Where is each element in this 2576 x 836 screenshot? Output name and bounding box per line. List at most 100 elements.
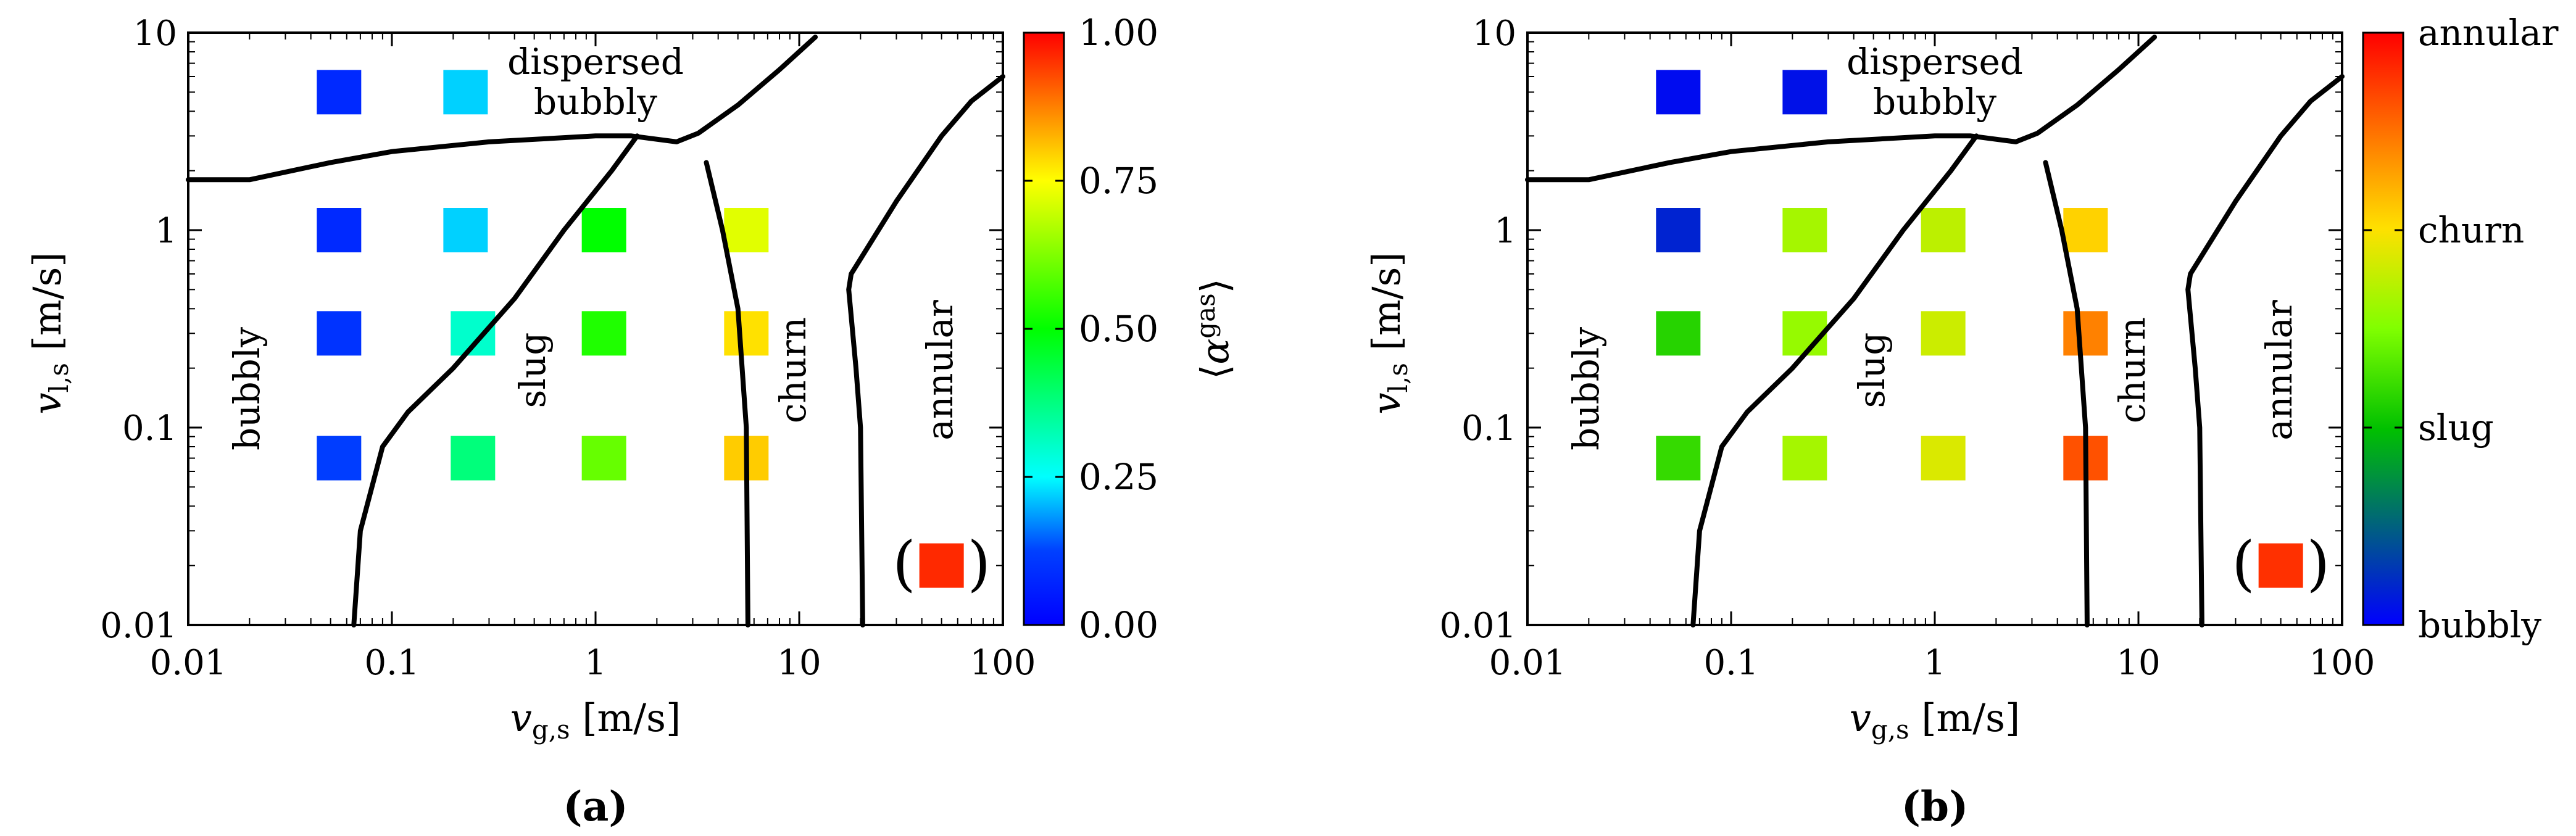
boundary-churn-annular: [2185, 74, 2345, 627]
bracket-left: (: [892, 529, 915, 598]
region-bubbly-top-a: bubbly: [534, 81, 657, 123]
data-point: [1782, 311, 1827, 356]
x-tick-label: 10: [2116, 643, 2160, 683]
x-tick-label: 0.01: [150, 643, 227, 683]
data-point: [451, 436, 496, 481]
boundary-churn-annular: [846, 74, 1005, 627]
y-tick-label: 0.01: [1439, 606, 1516, 646]
y-tick-labels-a: 0.01 0.1 1 10: [100, 14, 177, 646]
data-point: [2258, 543, 2303, 588]
x-tick-labels-a: 0.01 0.1 1 10 100: [150, 643, 1036, 683]
data-point: [1656, 208, 1701, 252]
data-point: [919, 543, 964, 588]
region-dispersed-b: dispersed: [1847, 41, 2023, 83]
data-point: [724, 311, 769, 356]
points-b: (): [1656, 70, 2330, 598]
colorbar-ticks-a: 0.00 0.25 0.50 0.75 1.00: [1024, 12, 1158, 646]
colorbar-ticks-b: bubbly slug churn annular: [2363, 12, 2559, 646]
data-point: [1656, 311, 1701, 356]
bracket-right: ): [968, 529, 991, 598]
data-point: [581, 208, 626, 252]
x-axis-label-b: vg,s [m/s]: [1850, 695, 2020, 745]
colorbar-tick-label: annular: [2418, 12, 2559, 54]
data-point: [443, 208, 488, 252]
boundary-bubbly-slug: [351, 133, 640, 627]
colorbar-tick-label: 0.25: [1079, 456, 1158, 498]
colorbar-tick-label: bubbly: [2418, 604, 2541, 646]
data-point: [1782, 208, 1827, 252]
data-point: [1656, 436, 1701, 481]
data-point: [1921, 311, 1966, 356]
colorbar-tick-label: 0.50: [1079, 308, 1158, 350]
x-tick-label: 1: [1924, 643, 1946, 683]
colorbar-b: [2362, 31, 2404, 626]
region-annular-b: annular: [2258, 300, 2300, 441]
y-tick-label: 0.1: [122, 408, 177, 449]
data-point: [724, 208, 769, 252]
y-tick-labels-b: 0.01 0.1 1 10: [1439, 14, 1516, 646]
data-point: [2063, 208, 2108, 252]
y-axis-label-a: vl,s [m/s]: [25, 252, 74, 415]
ticks-a: [187, 31, 1004, 626]
panel-tag-b: (b): [1901, 782, 1969, 830]
x-tick-labels-b: 0.01 0.1 1 10 100: [1489, 643, 2375, 683]
data-point: [1921, 436, 1966, 481]
region-bubbly-top-b: bubbly: [1873, 81, 1996, 123]
boundary-slug-churn: [2043, 160, 2090, 627]
colorbar-tick-label: 1.00: [1079, 12, 1158, 54]
y-tick-label: 1: [1494, 211, 1516, 251]
data-point: [317, 436, 362, 481]
x-axis-label-a: vg,s [m/s]: [510, 695, 681, 745]
y-tick-label: 1: [155, 211, 177, 251]
y-tick-label: 0.01: [100, 606, 177, 646]
boundary-upper: [1525, 35, 2158, 183]
region-dispersed-a: dispersed: [507, 41, 684, 83]
x-tick-label: 0.1: [1703, 643, 1758, 683]
colorbar-tick-label: churn: [2418, 209, 2524, 251]
data-point: [443, 70, 488, 115]
boundary-slug-churn: [704, 160, 750, 627]
panel-a: () 0.01 0.1 1 10 100 0.01 0.1 1 10 dispersed bu…: [25, 12, 1237, 830]
boundary-bubbly-slug: [1690, 133, 1979, 627]
data-point: [581, 311, 626, 356]
colorbar-title-a: ⟨αgas⟩: [1190, 278, 1237, 379]
colorbar-tick-label: 0.00: [1079, 604, 1158, 646]
boundary-curves-a: [186, 35, 1005, 627]
region-slug-a: slug: [512, 333, 554, 408]
data-point: [317, 311, 362, 356]
x-tick-label: 0.01: [1489, 643, 1566, 683]
ticks-b: [1526, 31, 2343, 626]
boundary-curves-b: [1525, 35, 2345, 627]
x-tick-label: 100: [2309, 643, 2375, 683]
region-bubbly-b: bubbly: [1565, 327, 1607, 450]
region-annular-a: annular: [919, 300, 961, 441]
colorbar-tick-label: slug: [2418, 407, 2494, 449]
region-slug-b: slug: [1851, 333, 1893, 408]
y-tick-label: 10: [133, 14, 177, 54]
x-tick-label: 100: [970, 643, 1036, 683]
x-tick-label: 1: [584, 643, 607, 683]
y-tick-label: 0.1: [1461, 408, 1516, 449]
region-bubbly-a: bubbly: [226, 327, 268, 450]
data-point: [1921, 208, 1966, 252]
data-point: [317, 208, 362, 252]
x-tick-label: 10: [777, 643, 821, 683]
data-point: [2063, 311, 2108, 356]
bracket-right: ): [2307, 529, 2330, 598]
data-point: [1656, 70, 1701, 115]
panel-b: () 0.01 0.1 1 10 100 0.01 0.1 1 10 dispersed bu…: [1364, 12, 2559, 830]
data-point: [1782, 436, 1827, 481]
panel-tag-a: (a): [563, 782, 628, 830]
bracket-left: (: [2232, 529, 2254, 598]
colorbar-tick-label: 0.75: [1079, 160, 1158, 202]
region-churn-b: churn: [2111, 317, 2153, 423]
y-axis-label-b: vl,s [m/s]: [1364, 252, 1413, 415]
x-tick-label: 0.1: [364, 643, 419, 683]
boundary-upper: [186, 35, 818, 183]
region-churn-a: churn: [772, 317, 814, 423]
data-point: [1782, 70, 1827, 115]
data-point: [317, 70, 362, 115]
data-point: [581, 436, 626, 481]
y-tick-label: 10: [1473, 14, 1516, 54]
